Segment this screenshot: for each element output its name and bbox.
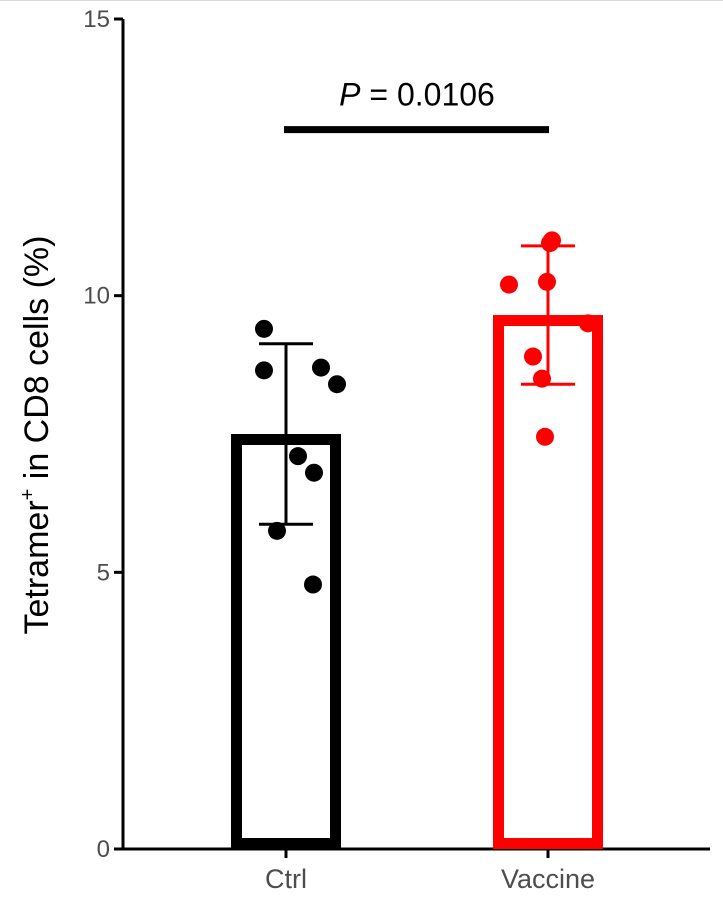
data-point [312, 358, 330, 377]
data-points [255, 231, 597, 594]
x-tick-label: Ctrl [265, 864, 307, 894]
y-tick-label: 5 [97, 559, 110, 586]
y-tick-label: 10 [83, 283, 110, 310]
y-tick-label: 0 [97, 836, 110, 863]
data-point [524, 347, 542, 366]
data-point [536, 427, 554, 446]
y-axis-label: Tetramer+ in CD8 cells (%) [17, 236, 56, 635]
x-tick-labels: Ctrl Vaccine [265, 849, 595, 894]
data-point [538, 272, 556, 291]
data-point [328, 375, 346, 394]
y-ticks: 0 5 10 15 [83, 6, 123, 863]
data-point [579, 314, 597, 333]
data-point [304, 575, 322, 594]
data-point [255, 319, 273, 338]
data-point [541, 234, 559, 253]
bars [231, 315, 603, 849]
data-point [255, 361, 273, 380]
top-border [0, 0, 723, 1]
axes [121, 19, 710, 851]
error-bars [259, 244, 575, 526]
data-point [289, 447, 307, 466]
data-point [500, 275, 518, 294]
p-value-label: P = 0.0106 [339, 77, 495, 113]
x-tick-label: Vaccine [501, 864, 595, 894]
bar-vaccine [493, 315, 603, 849]
y-tick-label: 15 [83, 6, 110, 33]
data-point [305, 463, 323, 482]
data-point [533, 369, 551, 388]
data-point [268, 521, 286, 540]
